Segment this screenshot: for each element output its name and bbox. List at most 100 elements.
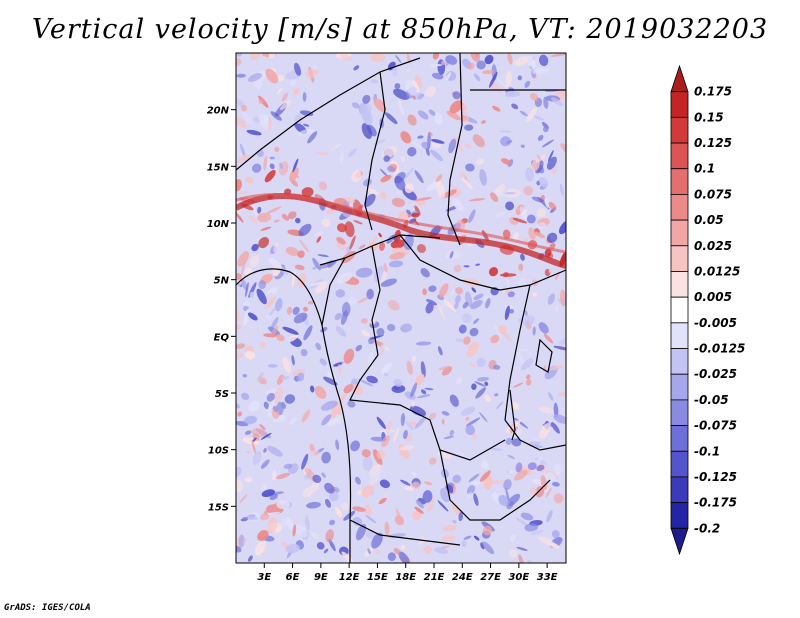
field-speckle [520, 144, 525, 148]
field-speckle [552, 481, 560, 487]
field-speckle [532, 67, 550, 75]
field-speckle [411, 141, 422, 149]
field-speckle [297, 128, 315, 136]
field-speckle [391, 384, 406, 394]
field-speckle [526, 214, 536, 224]
field-speckle [309, 385, 315, 393]
field-speckle [376, 416, 386, 430]
field-speckle [316, 542, 325, 550]
field-speckle [236, 545, 242, 553]
field-speckle [366, 375, 378, 384]
field-speckle [347, 400, 356, 408]
field-speckle [281, 402, 286, 409]
field-speckle [236, 179, 242, 192]
field-speckle [490, 192, 499, 203]
colorbar-swatch [670, 527, 689, 556]
field-speckle [366, 288, 374, 300]
field-speckle [236, 353, 244, 359]
field-speckle [465, 417, 481, 427]
field-speckle [461, 313, 472, 324]
field-speckle [281, 519, 289, 527]
colorbar-level-label: 0.005 [694, 290, 732, 304]
colorbar-swatch [670, 425, 689, 452]
field-speckle [301, 409, 311, 423]
field-speckle [247, 511, 261, 522]
field-speckle [456, 377, 463, 385]
field-speckle [449, 394, 459, 407]
field-speckle [420, 361, 426, 378]
field-speckle [380, 192, 387, 199]
field-speckle [494, 393, 499, 397]
field-speckle [411, 212, 420, 218]
field-speckle [530, 92, 539, 102]
field-speckle [471, 383, 477, 390]
field-speckle [360, 330, 370, 337]
field-speckle [463, 336, 471, 345]
field-speckle [488, 71, 498, 88]
field-speckle [412, 80, 420, 93]
field-speckle [267, 511, 281, 515]
field-speckle [505, 487, 510, 502]
field-speckle [441, 418, 445, 425]
field-speckle [481, 461, 489, 469]
field-speckle [410, 382, 418, 398]
field-speckle [465, 424, 476, 436]
field-speckle [545, 487, 552, 498]
field-speckle [406, 360, 413, 376]
field-speckle [479, 412, 488, 423]
field-speckle [321, 451, 331, 464]
field-speckle [344, 196, 356, 204]
field-speckle [417, 135, 424, 139]
field-speckle [342, 201, 350, 206]
field-speckle [376, 328, 385, 336]
lake [509, 389, 516, 441]
field-speckle [463, 265, 470, 268]
field-speckle [240, 392, 250, 401]
colorbar-level-label: -0.005 [694, 316, 737, 330]
field-speckle [428, 285, 437, 293]
field-speckle [528, 441, 541, 445]
field-speckle [498, 79, 510, 91]
field-speckle [247, 555, 253, 562]
field-speckle [414, 506, 424, 514]
field-speckle [543, 333, 554, 344]
field-speckle [350, 440, 361, 452]
field-speckle [252, 163, 262, 173]
latitude-axis: 20N 15N 10N 5N EQ 5S 10S 15S [207, 106, 236, 513]
field-speckle [484, 54, 494, 65]
field-speckle [400, 544, 406, 550]
field-speckle [528, 443, 543, 448]
field-speckle [427, 131, 431, 150]
field-speckle [351, 170, 362, 183]
field-speckle [425, 85, 437, 98]
field-speckle [493, 364, 501, 370]
field-speckle [257, 213, 272, 223]
field-speckle [240, 261, 246, 279]
field-speckle [473, 293, 484, 301]
field-speckle [559, 289, 566, 307]
field-speckle [303, 306, 308, 312]
field-speckle [461, 177, 473, 190]
field-speckle [450, 289, 456, 297]
field-speckle [240, 104, 248, 112]
lat-tick-label: 5S [215, 389, 229, 400]
field-speckle [324, 498, 332, 508]
field-speckle [412, 510, 422, 521]
field-speckle [505, 201, 515, 211]
field-speckle [425, 302, 434, 314]
field-speckle [237, 411, 242, 417]
field-speckle [335, 507, 342, 518]
field-speckle [406, 209, 412, 215]
field-speckle [548, 150, 554, 162]
field-speckle [343, 384, 354, 394]
lat-tick-label: 15S [208, 502, 229, 513]
field-speckle [251, 428, 267, 438]
field-speckle [517, 75, 523, 81]
field-speckle [237, 153, 251, 163]
field-speckle [253, 116, 261, 123]
field-speckle [393, 88, 410, 100]
colorbar-swatch [670, 245, 689, 272]
field-speckle [521, 209, 528, 216]
field-speckle [453, 264, 462, 273]
field-speckle [533, 115, 545, 121]
